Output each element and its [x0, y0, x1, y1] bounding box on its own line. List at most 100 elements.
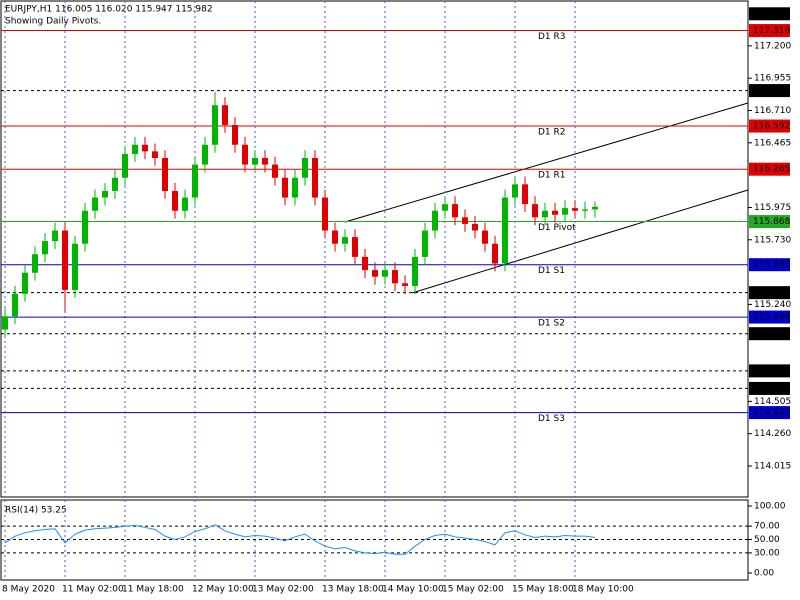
y-tick-label: 115.240: [754, 300, 791, 310]
candle-body: [42, 241, 48, 255]
y-tick-label: 30.00: [754, 548, 780, 558]
level-box: [749, 310, 790, 324]
candle-body: [142, 144, 148, 152]
main-pane: [0, 0, 749, 498]
x-tick-label: 13 May 18:00: [322, 585, 384, 595]
chart-title: EURJPY,H1 116.005 116.020 115.947 115.98…: [5, 5, 213, 15]
pivot-name: D1 Pivot: [538, 223, 576, 233]
y-tick-label: 116.465: [754, 138, 791, 148]
candle-body: [422, 230, 428, 257]
candle-body: [72, 243, 78, 290]
level-label: 114.603: [753, 384, 790, 394]
candle-body: [542, 210, 548, 218]
level-box: [749, 286, 790, 300]
y-tick-label: 115.975: [754, 203, 791, 213]
level-label: 114.420: [753, 408, 790, 418]
level-box: [749, 162, 790, 176]
pivot-name: D1 R2: [538, 128, 566, 138]
pivot-name: D1 R3: [538, 32, 566, 42]
y-tick-label: 117.200: [754, 41, 791, 51]
candle-body: [172, 190, 178, 211]
x-tick-label: 8 May 2020: [2, 585, 55, 595]
candle-body: [32, 254, 38, 273]
x-tick-label: 14 May 10:00: [382, 585, 444, 595]
candle-body: [242, 144, 248, 165]
candle-body: [362, 256, 368, 271]
y-tick-label: 70.00: [754, 522, 780, 532]
candle-body: [302, 157, 308, 178]
level-box: [749, 327, 790, 341]
level-label: 115.144: [753, 313, 790, 323]
level-label: 115.541: [753, 260, 790, 270]
candle-body: [442, 204, 448, 211]
candle-body: [562, 208, 568, 215]
candle-body: [462, 217, 468, 224]
candle-body: [152, 151, 158, 158]
candle-body: [262, 157, 268, 165]
candle-body: [452, 204, 458, 218]
pivot-name: D1 S3: [538, 414, 565, 424]
candle-body: [332, 230, 338, 244]
y-tick-label: 114.015: [754, 462, 791, 472]
candle-body: [62, 230, 68, 290]
y-tick-label: 100.00: [754, 502, 786, 512]
candle-body: [2, 316, 8, 330]
y-tick-label: 50.00: [754, 535, 780, 545]
candle-body: [282, 177, 288, 198]
candle-body: [162, 157, 168, 191]
pivot-name: D1 S2: [538, 319, 565, 329]
candle-body: [182, 197, 188, 211]
candle-body: [122, 154, 128, 178]
candle-body: [512, 184, 518, 198]
candle-body: [342, 237, 348, 244]
x-tick-label: 11 May 18:00: [122, 585, 184, 595]
level-label: 114.736: [753, 366, 790, 376]
candle-body: [192, 164, 198, 198]
level-label: 115.018: [753, 329, 790, 339]
level-box: [749, 7, 790, 21]
candle-body: [402, 283, 408, 286]
level-box: [749, 215, 790, 229]
candle-body: [132, 144, 138, 155]
channel-lower: [411, 189, 749, 294]
y-tick-label: 116.710: [754, 106, 791, 116]
level-box: [749, 364, 790, 378]
candle-body: [352, 237, 358, 257]
level-box: [749, 119, 790, 133]
x-tick-label: 11 May 02:00: [62, 585, 124, 595]
candle-body: [82, 210, 88, 244]
level-box: [749, 406, 790, 420]
x-tick-label: 18 May 10:00: [572, 585, 634, 595]
candle-body: [222, 105, 228, 125]
x-tick-label: 12 May 10:00: [192, 585, 254, 595]
y-tick-label: 114.505: [754, 397, 791, 407]
y-tick-label: 116.955: [754, 74, 791, 84]
candle-body: [532, 204, 538, 218]
rsi-line: [4, 524, 596, 555]
level-label: 117.443: [753, 9, 790, 19]
candle-body: [522, 184, 528, 205]
level-box: [749, 258, 790, 272]
channel-upper: [344, 102, 749, 223]
candle-body: [92, 197, 98, 211]
candle-body: [52, 230, 58, 242]
level-label: 115.868: [753, 217, 790, 227]
candle-body: [492, 243, 498, 264]
candle-body: [322, 197, 328, 231]
candle-body: [112, 177, 118, 191]
candle-body: [252, 157, 258, 165]
y-tick-label: 115.730: [754, 235, 791, 245]
candle-body: [12, 293, 18, 317]
candle-body: [272, 164, 278, 178]
level-label: 116.592: [753, 122, 790, 132]
x-tick-label: 15 May 18:00: [512, 585, 574, 595]
candle-body: [312, 157, 318, 198]
candle-body: [292, 177, 298, 198]
candle-body: [202, 144, 208, 165]
candle-body: [382, 270, 388, 277]
candle-body: [22, 272, 28, 294]
candle-body: [412, 256, 418, 286]
chart-subtitle: Showing Daily Pivots.: [5, 17, 101, 27]
candle-body: [472, 223, 478, 231]
